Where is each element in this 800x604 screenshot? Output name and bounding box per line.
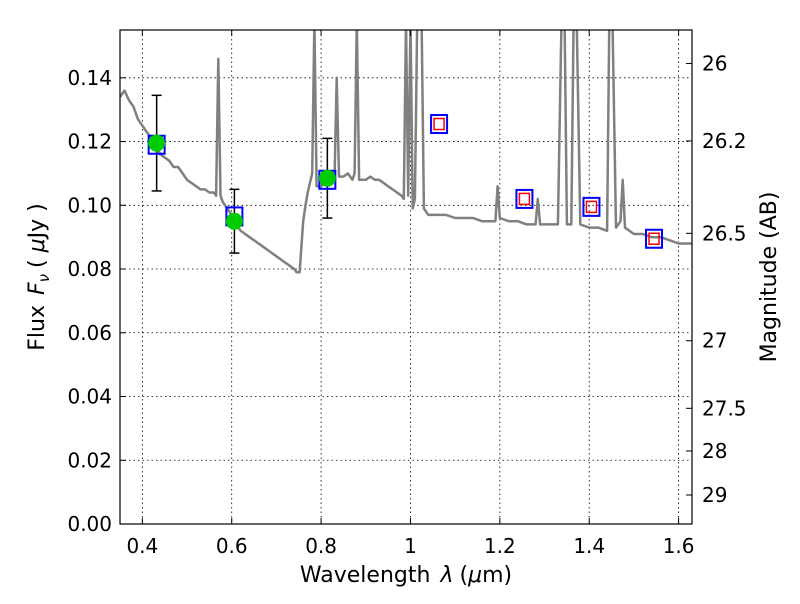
x-axis-label: Wavelength λ (μm) [300, 563, 512, 588]
model-photometry-square [515, 188, 534, 209]
model-photometry-square [430, 114, 449, 135]
y2-tick-label: 28 [702, 439, 727, 463]
predicted-photometry-square [433, 117, 445, 131]
x-tick-label: 1.4 [573, 534, 605, 558]
spectrum-layer [120, 30, 692, 274]
y-tick-label: 0.14 [67, 66, 112, 90]
y-tick-label: 0.10 [67, 193, 112, 217]
y-tick-label: 0.02 [67, 448, 112, 472]
x-tick-label: 1.2 [484, 534, 516, 558]
y2-tick-label: 27 [702, 329, 727, 353]
plot-frame [119, 29, 693, 525]
y2-tick-label: 26.5 [702, 221, 747, 245]
y2-tick-label: 29 [702, 483, 727, 507]
model-photometry-square [582, 196, 601, 217]
y-tick-label: 0.06 [67, 321, 112, 345]
x-tick-label: 1 [404, 534, 417, 558]
model-spectrum-line [120, 30, 692, 274]
ticks: 0.4 0.6 0.8 1 1.2 1.4 1.6 0.00 0.02 0.04 0.06 0.08 0… [67, 30, 747, 558]
y2-tick-label: 26.2 [702, 129, 747, 153]
x-tick-label: 0.8 [305, 534, 337, 558]
observed-photometry-point [225, 212, 243, 230]
y2-tick-label: 27.5 [702, 396, 747, 420]
x-tick-label: 0.4 [126, 534, 158, 558]
model-photometry-square [645, 228, 664, 249]
y-tick-label: 0.12 [67, 130, 112, 154]
x-tick-label: 1.6 [663, 534, 695, 558]
marker-layer [147, 94, 664, 254]
y-axis-label: FluxFν( μJy ) [25, 203, 53, 350]
y2-axis-label: Magnitude (AB) [757, 192, 782, 363]
y-tick-label: 0.04 [67, 385, 112, 409]
observed-photometry-point [318, 169, 336, 187]
y-tick-label: 0.08 [67, 257, 112, 281]
predicted-photometry-square [585, 200, 598, 214]
predicted-photometry-square [648, 232, 660, 246]
y2-tick-label: 26 [702, 51, 727, 75]
predicted-photometry-square [518, 192, 531, 206]
observed-photometry-point [148, 134, 166, 152]
x-tick-label: 0.6 [216, 534, 248, 558]
y-tick-label: 0.00 [67, 512, 112, 536]
